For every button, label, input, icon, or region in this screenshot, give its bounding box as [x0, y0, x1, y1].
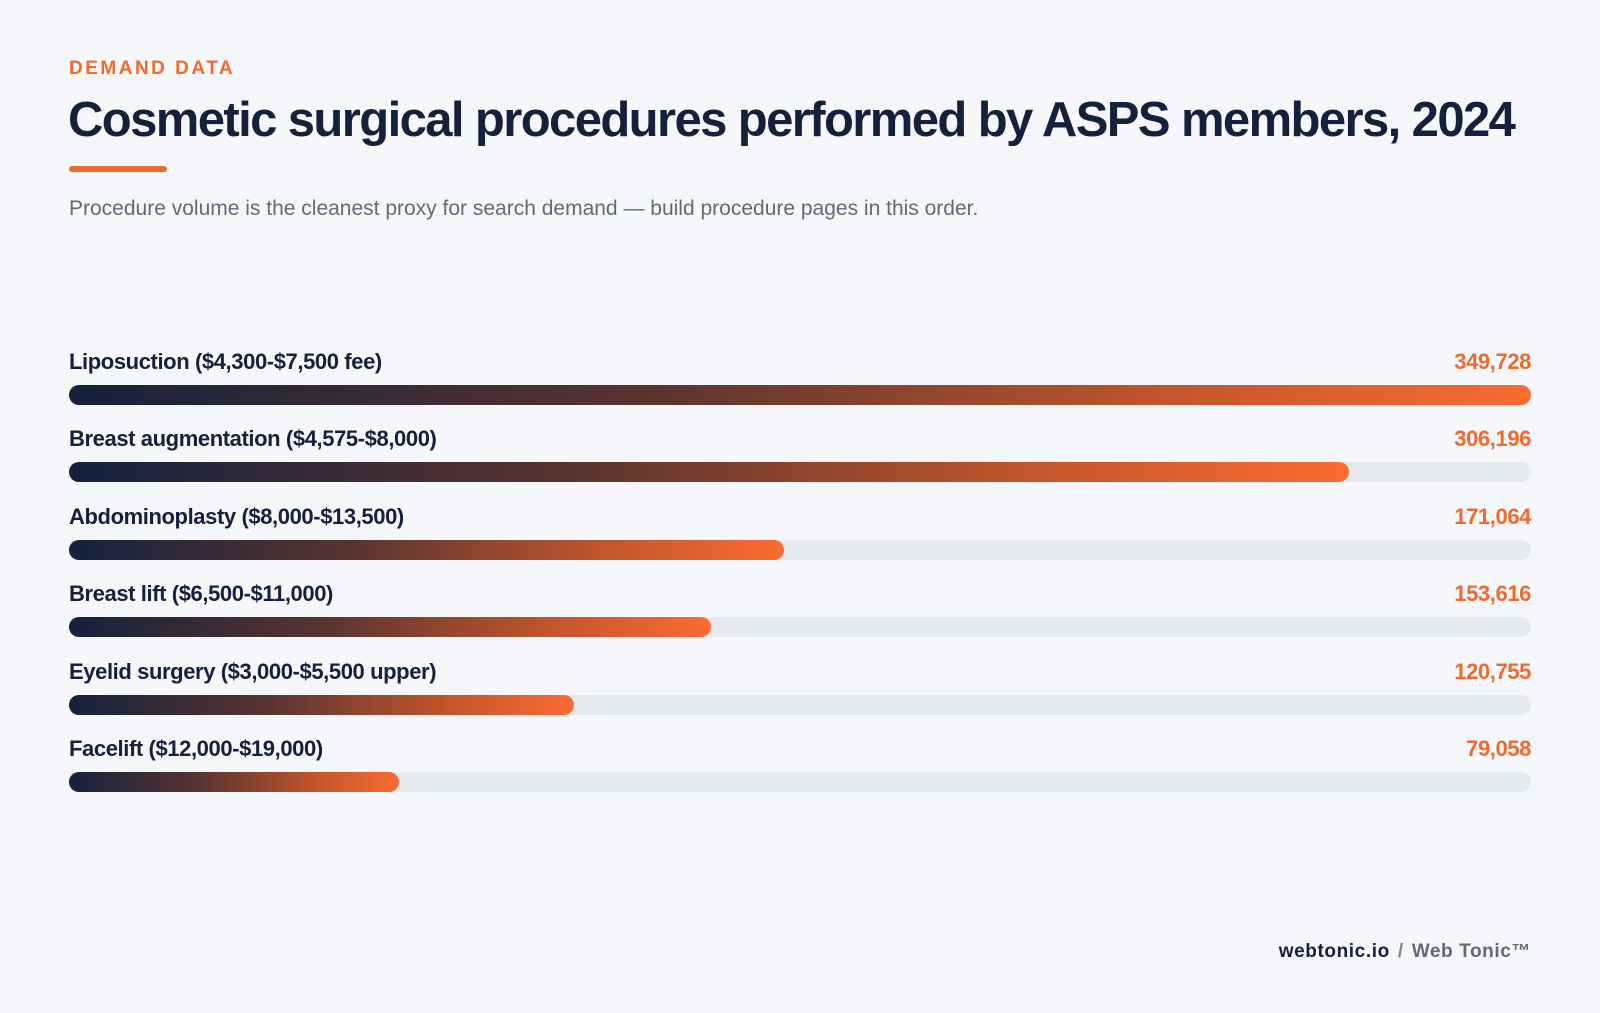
- bar-track: [69, 694, 1531, 715]
- title-underline: [69, 166, 167, 172]
- chart-row: Facelift ($12,000-$19,000) 79,058: [69, 736, 1531, 813]
- chart-row: Abdominoplasty ($8,000-$13,500) 171,064: [69, 504, 1531, 581]
- bar-value-label: 79,058: [1466, 735, 1531, 761]
- bar-value-label: 120,755: [1454, 658, 1531, 684]
- bar-track: [69, 385, 1531, 405]
- chart-row: Liposuction ($4,300-$7,500 fee) 349,728: [69, 349, 1531, 426]
- chart-row: Breast lift ($6,500-$11,000) 153,616: [69, 581, 1531, 658]
- bar-track: [69, 617, 1531, 638]
- bar-label: Facelift ($12,000-$19,000): [69, 735, 323, 761]
- bar-label: Abdominoplasty ($8,000-$13,500): [69, 503, 404, 529]
- footer-separator: /: [1397, 941, 1404, 962]
- bar-label: Breast augmentation ($4,575-$8,000): [69, 426, 437, 452]
- page-title: Cosmetic surgical procedures performed b…: [68, 93, 1516, 147]
- bar: [69, 617, 712, 638]
- bar: [69, 539, 785, 560]
- bar-label: Breast lift ($6,500-$11,000): [69, 581, 333, 607]
- chart-row: Breast augmentation ($4,575-$8,000) 306,1…: [69, 426, 1531, 503]
- bar-chart: Liposuction ($4,300-$7,500 fee) 349,728 Br…: [69, 349, 1531, 813]
- bar-track: [69, 539, 1531, 560]
- bar-value-label: 349,728: [1454, 349, 1531, 374]
- bar-label: Eyelid surgery ($3,000-$5,500 upper): [69, 658, 437, 684]
- bar-track: [69, 771, 1531, 792]
- bar-label: Liposuction ($4,300-$7,500 fee): [69, 349, 382, 374]
- bar-value-label: 153,616: [1454, 581, 1531, 607]
- bar: [69, 694, 574, 715]
- bar-track: [69, 462, 1531, 483]
- bar: [69, 771, 400, 792]
- subtitle: Procedure volume is the cleanest proxy f…: [69, 197, 979, 220]
- bar-value-label: 171,064: [1454, 503, 1531, 529]
- chart-row: Eyelid surgery ($3,000-$5,500 upper) 120,…: [69, 659, 1531, 736]
- footer-site: webtonic.io: [1278, 941, 1390, 962]
- footer-brand: Web Tonic™: [1411, 941, 1531, 962]
- bar: [69, 385, 1531, 405]
- eyebrow-label: DEMAND DATA: [69, 58, 236, 79]
- bar: [69, 462, 1350, 483]
- bar-value-label: 306,196: [1454, 426, 1531, 452]
- footer-credit: webtonic.io / Web Tonic™: [1279, 941, 1531, 963]
